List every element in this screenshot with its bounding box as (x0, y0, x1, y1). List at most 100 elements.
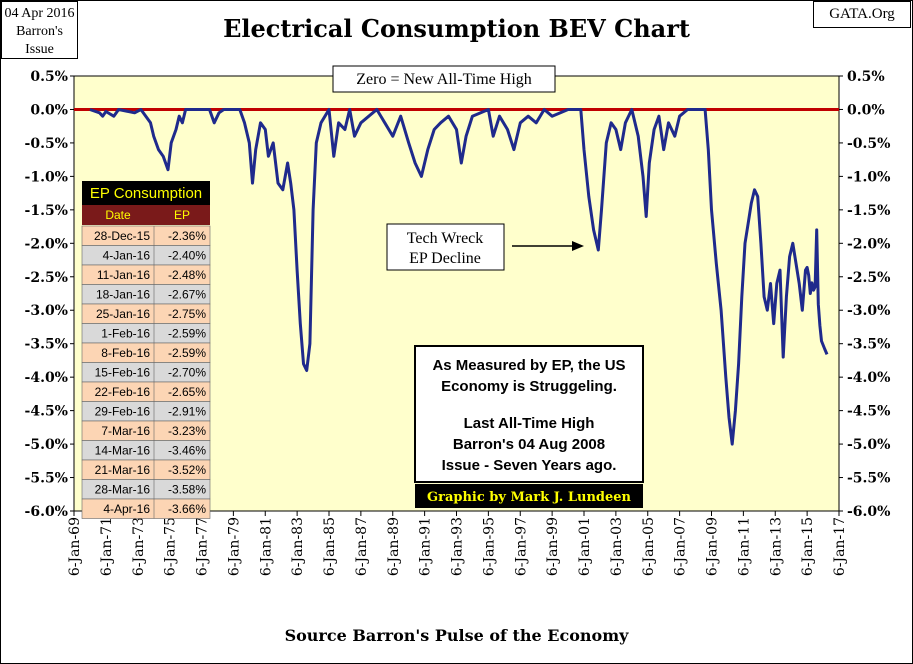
zero-note-box (332, 65, 556, 93)
x-tick-label: 6-Jan-01 (577, 517, 593, 576)
table-row (81, 498, 211, 519)
x-tick-label: 6-Jan-91 (418, 517, 434, 576)
site-label: GATA.Org (813, 1, 911, 28)
table-cell-ep: -3.66% (168, 502, 206, 516)
table-cell-date: 29-Feb-16 (95, 405, 151, 419)
issue-date-line: 04 Apr 2016 (4, 6, 75, 21)
x-tick-label: 6-Jan-81 (258, 517, 274, 576)
x-tick-label: 6-Jan-03 (609, 517, 625, 576)
table-column-header-ep: EP (174, 208, 190, 222)
y-tick-label-right: -4.0% (847, 370, 890, 386)
table-title-bar (82, 181, 210, 205)
y-tick-label-right: 0.0% (847, 102, 885, 118)
y-tick-label-left: -5.0% (25, 437, 68, 453)
y-tick-label-right: -1.5% (847, 203, 890, 219)
tech-wreck-label-line2: EP Decline (409, 250, 481, 267)
x-tick-label: 6-Jan-13 (768, 517, 784, 576)
table-cell-date: 8-Feb-16 (101, 346, 150, 360)
x-tick-label: 6-Jan-89 (386, 517, 402, 576)
tech-wreck-label-line1: Tech Wreck (407, 230, 484, 247)
y-tick-label-left: -2.5% (25, 270, 68, 286)
table-column-header-bar (82, 205, 210, 225)
y-tick-label-right: -1.0% (847, 169, 890, 185)
table-cell-ep: -2.59% (168, 327, 206, 341)
x-tick-label: 6-Jan-09 (705, 517, 721, 576)
x-axis-title: Source Barron's Pulse of the Economy (284, 626, 629, 645)
table-cell-date: 15-Feb-16 (95, 366, 151, 380)
y-tick-label-left: -0.5% (25, 136, 68, 152)
issue-publication-line: Barron's (16, 24, 63, 39)
x-tick-label: 6-Jan-93 (450, 517, 466, 576)
y-tick-label-right: -3.0% (847, 303, 890, 319)
issue-word-line: Issue (25, 42, 54, 57)
tech-wreck-arrow-head (572, 241, 584, 251)
chart-title: Electrical Consumption BEV Chart (223, 14, 690, 43)
issue-date-box: 04 Apr 2016 Barron's Issue (1, 1, 78, 59)
x-tick-label: 6-Jan-05 (641, 517, 657, 576)
y-tick-label-right: -5.0% (847, 437, 890, 453)
summary-line: Economy is Struggeling. (441, 378, 617, 395)
table-cell-date: 21-Mar-16 (95, 463, 151, 477)
table-cell-date: 1-Feb-16 (101, 327, 150, 341)
y-tick-label-left: -5.5% (25, 471, 68, 487)
x-tick-label: 6-Jan-75 (163, 517, 179, 576)
summary-line: Last All-Time High (464, 415, 595, 432)
summary-line: Issue - Seven Years ago. (442, 457, 617, 474)
table-cell-ep: -2.48% (168, 268, 206, 282)
table-cell-date: 18-Jan-16 (96, 288, 150, 302)
x-tick-label: 6-Jan-95 (481, 517, 497, 576)
table-cell-ep: -2.40% (168, 249, 206, 263)
table-cell-date: 22-Feb-16 (95, 385, 151, 399)
x-tick-label: 6-Jan-71 (99, 517, 115, 576)
y-tick-label-right: -2.0% (847, 236, 890, 252)
x-tick-label: 6-Jan-87 (354, 517, 370, 576)
table-cell-ep: -3.52% (168, 463, 206, 477)
y-tick-label-left: -3.0% (25, 303, 68, 319)
y-tick-label-right: -5.5% (847, 471, 890, 487)
y-tick-label-left: 0.5% (30, 69, 68, 85)
x-tick-label: 6-Jan-15 (800, 517, 816, 576)
x-tick-label: 6-Jan-79 (226, 517, 242, 576)
y-tick-label-right: -6.0% (847, 504, 890, 520)
y-tick-label-right: -4.5% (847, 404, 890, 420)
table-cell-date: 28-Dec-15 (94, 229, 150, 243)
table-column-header-date: Date (105, 208, 131, 222)
table-cell-date: 7-Mar-16 (101, 424, 150, 438)
summary-line: As Measured by EP, the US (432, 357, 625, 374)
table-cell-date: 4-Jan-16 (103, 249, 151, 263)
table-cell-ep: -3.58% (168, 483, 206, 497)
zero-note-label: Zero = New All-Time High (356, 71, 532, 88)
table-title: EP Consumption (90, 185, 202, 202)
x-tick-label: 6-Jan-77 (195, 517, 211, 576)
y-tick-label-left: -2.0% (25, 236, 68, 252)
table-cell-ep: -2.75% (168, 307, 206, 321)
table-cell-ep: -2.36% (168, 229, 206, 243)
y-tick-label-left: -4.0% (25, 370, 68, 386)
tech-wreck-box (386, 223, 505, 271)
x-tick-label: 6-Jan-07 (673, 517, 689, 576)
x-tick-label: 6-Jan-73 (131, 517, 147, 576)
x-tick-label: 6-Jan-99 (545, 517, 561, 576)
y-tick-label-left: -1.0% (25, 169, 68, 185)
table-cell-date: 28-Mar-16 (95, 483, 151, 497)
x-tick-label: 6-Jan-17 (832, 517, 848, 576)
summary-box (414, 345, 644, 483)
x-tick-label: 6-Jan-97 (513, 517, 529, 576)
table-cell-date: 14-Mar-16 (95, 444, 151, 458)
x-tick-label: 6-Jan-85 (322, 517, 338, 576)
table-cell-ep: -2.65% (168, 385, 206, 399)
x-tick-label: 6-Jan-11 (736, 517, 752, 576)
series-line (89, 108, 829, 446)
table-cell-ep: -2.70% (168, 366, 206, 380)
table-cell-ep: -2.91% (168, 405, 206, 419)
table-cell-ep: -2.59% (168, 346, 206, 360)
summary-line: Barron's 04 Aug 2008 (453, 436, 605, 453)
table-cell-date: 4-Apr-16 (103, 502, 150, 516)
y-tick-label-right: 0.5% (847, 69, 885, 85)
y-tick-label-right: -3.5% (847, 337, 890, 353)
y-tick-label-left: -4.5% (25, 404, 68, 420)
table-cell-ep: -3.46% (168, 444, 206, 458)
y-tick-label-left: -3.5% (25, 337, 68, 353)
table-cell-ep: -2.67% (168, 288, 206, 302)
